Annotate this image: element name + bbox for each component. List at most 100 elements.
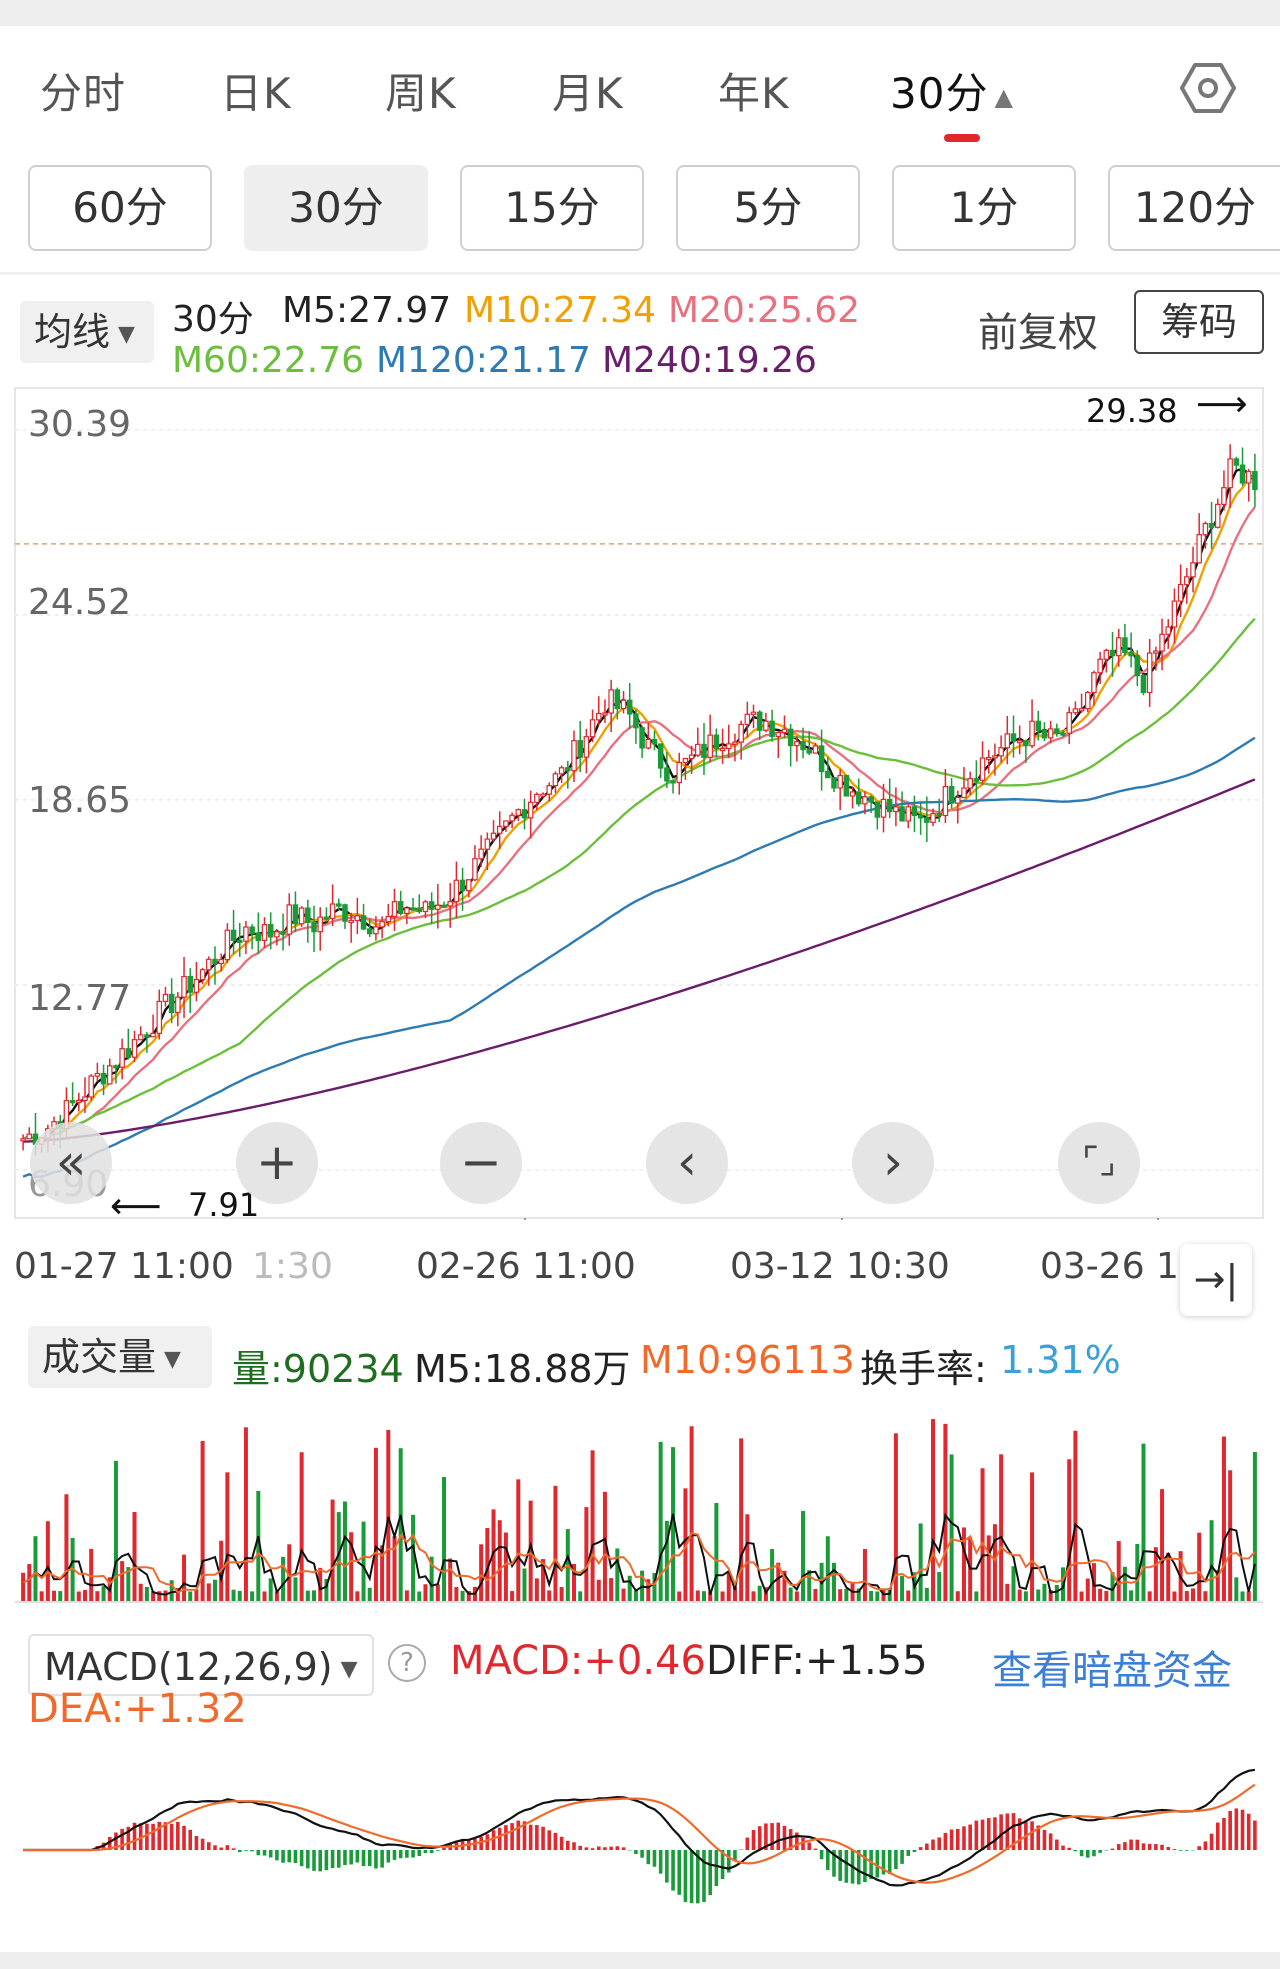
caret-down-icon: ▼ <box>340 1656 358 1682</box>
interval-60min-button[interactable]: 60分 <box>28 165 212 251</box>
macd-histogram-bar <box>912 1850 917 1852</box>
macd-histogram-bar <box>1055 1839 1059 1850</box>
candle-body <box>843 774 850 797</box>
next-icon[interactable]: › <box>852 1122 934 1204</box>
volume-bar <box>312 1590 317 1602</box>
macd-histogram-bar <box>361 1850 366 1867</box>
volume-bar <box>633 1590 638 1602</box>
settings-icon[interactable] <box>1180 60 1236 116</box>
candle-body <box>360 915 367 930</box>
volume-bar <box>182 1554 187 1602</box>
macd-histogram-bar <box>1079 1850 1084 1857</box>
volume-bar <box>751 1591 756 1602</box>
tab-daily-k[interactable]: 日K <box>220 69 292 118</box>
fullscreen-icon[interactable]: ⌜⌟ <box>1058 1122 1140 1204</box>
dark-pool-funds-link[interactable]: 查看暗盘资金 <box>992 1648 1232 1694</box>
macd-histogram-bar <box>1197 1846 1201 1850</box>
interval-1min-button[interactable]: 1分 <box>892 165 1076 251</box>
volume-bar <box>231 1589 236 1602</box>
candle-body <box>94 1072 101 1077</box>
candle-body <box>1239 464 1246 484</box>
volume-bar <box>157 1591 162 1602</box>
caret-down-icon: ▼ <box>118 321 135 347</box>
candle-body <box>478 848 484 860</box>
candle-body <box>1221 487 1227 505</box>
ma-period: 30分 <box>172 299 254 340</box>
macd-histogram-bar <box>423 1850 428 1854</box>
candle-body <box>992 755 998 759</box>
volume-bar <box>287 1544 292 1602</box>
candle-body <box>577 740 583 758</box>
tab-weekly-k[interactable]: 周K <box>385 69 457 118</box>
macd-histogram-bar <box>1240 1809 1245 1850</box>
volume-bar <box>1240 1591 1245 1602</box>
volume-bar <box>417 1591 422 1602</box>
interval-30min-button[interactable]: 30分 <box>244 165 428 251</box>
macd-histogram-bar <box>863 1850 867 1883</box>
macd-histogram-bar <box>615 1846 620 1850</box>
volume-bar <box>572 1563 577 1602</box>
price-adjust-toggle[interactable]: 前复权 <box>978 310 1098 356</box>
volume-bar <box>757 1585 762 1602</box>
candle-body <box>113 1065 119 1069</box>
jump-to-latest-icon[interactable]: →| <box>1180 1244 1252 1316</box>
volume-bar <box>466 1591 471 1602</box>
interval-120min-button[interactable]: 120分 <box>1108 165 1280 251</box>
tab-intraday[interactable]: 分时 <box>40 69 127 118</box>
tab-monthly-k[interactable]: 月K <box>552 69 624 118</box>
candle-body <box>744 713 751 725</box>
macd-histogram-bar <box>1147 1843 1152 1850</box>
macd-histogram-bar <box>163 1822 168 1850</box>
macd-histogram-bar <box>417 1850 422 1857</box>
chips-button[interactable]: 筹码 <box>1134 290 1264 354</box>
candle-body <box>948 786 955 804</box>
macd-chart[interactable] <box>0 1720 1280 1945</box>
tab-yearly-k[interactable]: 年K <box>718 69 790 118</box>
volume-bar <box>454 1587 459 1602</box>
candle-body <box>732 741 738 745</box>
candle-body <box>82 1096 88 1101</box>
macd-histogram-bar <box>566 1840 570 1850</box>
zoom-out-icon[interactable]: − <box>440 1122 522 1204</box>
macd-histogram-bar <box>1166 1847 1171 1850</box>
volume-bar <box>1129 1590 1134 1602</box>
interval-5min-button[interactable]: 5分 <box>676 165 860 251</box>
macd-histogram-bar <box>1185 1850 1189 1851</box>
zoom-in-icon[interactable]: + <box>236 1122 318 1204</box>
candle-body <box>905 806 912 822</box>
macd-dropdown[interactable]: MACD(12,26,9) ▼ <box>28 1634 374 1696</box>
macd-histogram-bar <box>1116 1844 1121 1850</box>
tab-30min[interactable]: 30分 ▲ <box>890 60 1014 121</box>
macd-histogram-bar <box>132 1822 137 1850</box>
candle-body <box>837 774 843 789</box>
candle-body <box>1103 649 1110 660</box>
macd-histogram-bar <box>875 1850 880 1878</box>
candle-body <box>571 740 577 772</box>
volume-bar <box>1135 1543 1140 1602</box>
ma-dropdown[interactable]: 均线 ▼ <box>20 301 154 363</box>
volume-bar <box>739 1438 744 1602</box>
candle-body <box>583 736 590 758</box>
candle-body <box>924 817 930 823</box>
candle-body <box>1140 674 1147 694</box>
volume-bar <box>52 1590 57 1602</box>
volume-bar <box>1246 1591 1251 1602</box>
volume-bar <box>937 1572 942 1602</box>
volume-dropdown[interactable]: 成交量 ▼ <box>28 1326 212 1388</box>
candle-body <box>756 711 763 731</box>
candle-body <box>404 907 410 915</box>
previous-icon[interactable]: ‹ <box>646 1122 728 1204</box>
volume-bar <box>893 1433 898 1602</box>
ma60-value: M60:22.76 <box>172 340 365 381</box>
interval-15min-button[interactable]: 15分 <box>460 165 644 251</box>
macd-histogram-bar <box>881 1850 886 1875</box>
help-icon[interactable]: ? <box>388 1644 426 1682</box>
candle-body <box>329 903 336 920</box>
volume-bar <box>547 1590 552 1602</box>
volume-bar <box>355 1591 360 1602</box>
volume-bar <box>881 1589 886 1602</box>
rewind-icon[interactable]: « <box>30 1122 112 1204</box>
kline-chart[interactable] <box>0 380 1280 1220</box>
volume-chart[interactable] <box>0 1380 1280 1610</box>
volume-bar <box>1030 1472 1035 1602</box>
